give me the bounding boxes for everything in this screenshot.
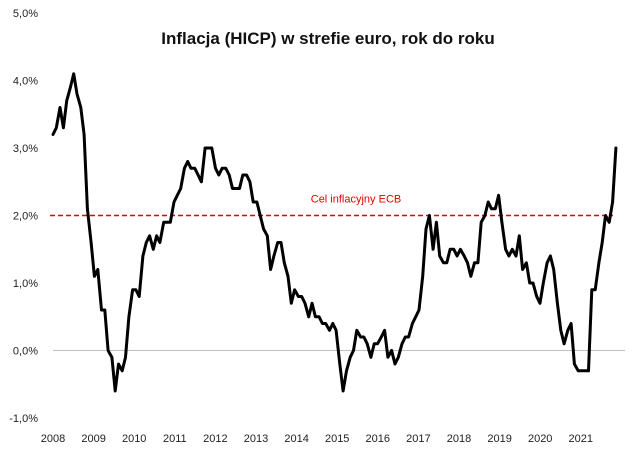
x-tick-label: 2011	[163, 433, 187, 445]
y-tick-label: -1,0%	[9, 413, 38, 425]
y-tick-label: 1,0%	[13, 278, 38, 290]
x-tick-label: 2021	[569, 433, 593, 445]
y-axis-ticks: 5,0% 4,0% 3,0% 2,0% 1,0% 0,0% -1,0%	[9, 8, 38, 425]
chart-title: Inflacja (HICP) w strefie euro, rok do r…	[161, 29, 494, 48]
y-tick-label: 5,0%	[13, 8, 38, 20]
x-tick-label: 2020	[528, 433, 552, 445]
x-axis-ticks: 2008 2009 2010 2011 2012 2013 2014 2015 2016 2017…	[41, 433, 593, 445]
y-tick-label: 2,0%	[13, 211, 38, 223]
y-tick-label: 3,0%	[13, 143, 38, 155]
x-tick-label: 2008	[41, 433, 65, 445]
x-tick-label: 2010	[122, 433, 146, 445]
x-tick-label: 2017	[406, 433, 430, 445]
x-tick-label: 2019	[487, 433, 511, 445]
x-tick-label: 2013	[244, 433, 268, 445]
x-tick-label: 2012	[203, 433, 227, 445]
y-tick-label: 4,0%	[13, 76, 38, 88]
ecb-target-label: Cel inflacyjny ECB	[311, 194, 401, 206]
x-tick-label: 2018	[447, 433, 471, 445]
y-tick-label: 0,0%	[13, 346, 38, 358]
x-tick-label: 2009	[81, 433, 105, 445]
x-tick-label: 2016	[366, 433, 390, 445]
hicp-series-line	[51, 72, 618, 393]
x-tick-label: 2014	[284, 433, 308, 445]
x-tick-label: 2015	[325, 433, 349, 445]
